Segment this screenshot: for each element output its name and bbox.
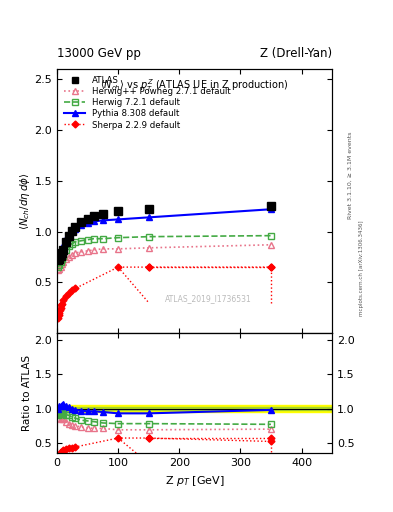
Text: 13000 GeV pp: 13000 GeV pp (57, 47, 141, 60)
X-axis label: Z $p_T$ [GeV]: Z $p_T$ [GeV] (165, 474, 224, 487)
Y-axis label: Ratio to ATLAS: Ratio to ATLAS (22, 355, 31, 431)
Text: $\langle N_{ch}\rangle$ vs $p_T^Z$ (ATLAS UE in Z production): $\langle N_{ch}\rangle$ vs $p_T^Z$ (ATLA… (100, 77, 289, 94)
Legend: ATLAS, Herwig++ Powheg 2.7.1 default, Herwig 7.2.1 default, Pythia 8.308 default: ATLAS, Herwig++ Powheg 2.7.1 default, He… (61, 73, 233, 132)
Text: Z (Drell-Yan): Z (Drell-Yan) (260, 47, 332, 60)
Text: mcplots.cern.ch [arXiv:1306.3436]: mcplots.cern.ch [arXiv:1306.3436] (359, 220, 364, 316)
Text: Rivet 3.1.10, ≥ 3.1M events: Rivet 3.1.10, ≥ 3.1M events (348, 132, 353, 219)
Y-axis label: $\langle N_{ch}/d\eta\, d\phi\rangle$: $\langle N_{ch}/d\eta\, d\phi\rangle$ (18, 173, 31, 230)
Text: ATLAS_2019_I1736531: ATLAS_2019_I1736531 (165, 294, 252, 303)
